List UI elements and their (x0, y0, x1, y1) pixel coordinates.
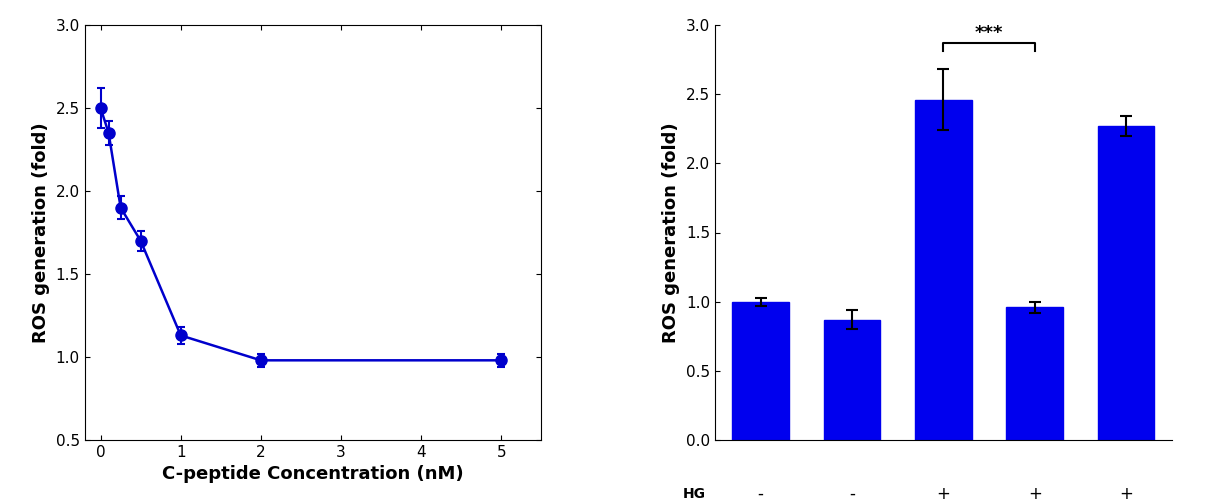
Bar (1006, 307, 1063, 440)
Text: HG: HG (683, 487, 705, 500)
X-axis label: C-peptide Concentration (nM): C-peptide Concentration (nM) (162, 466, 464, 483)
Text: +: + (936, 485, 951, 500)
Text: +: + (1119, 485, 1133, 500)
Y-axis label: ROS generation (fold): ROS generation (fold) (662, 122, 680, 343)
Bar (914, 100, 971, 440)
Text: +: + (1028, 485, 1041, 500)
Bar (824, 320, 881, 440)
Text: -: - (849, 485, 855, 500)
Bar (1098, 126, 1155, 440)
Text: ***: *** (975, 24, 1004, 42)
Y-axis label: ROS generation (fold): ROS generation (fold) (31, 122, 50, 343)
Bar (732, 302, 789, 440)
Text: -: - (757, 485, 763, 500)
